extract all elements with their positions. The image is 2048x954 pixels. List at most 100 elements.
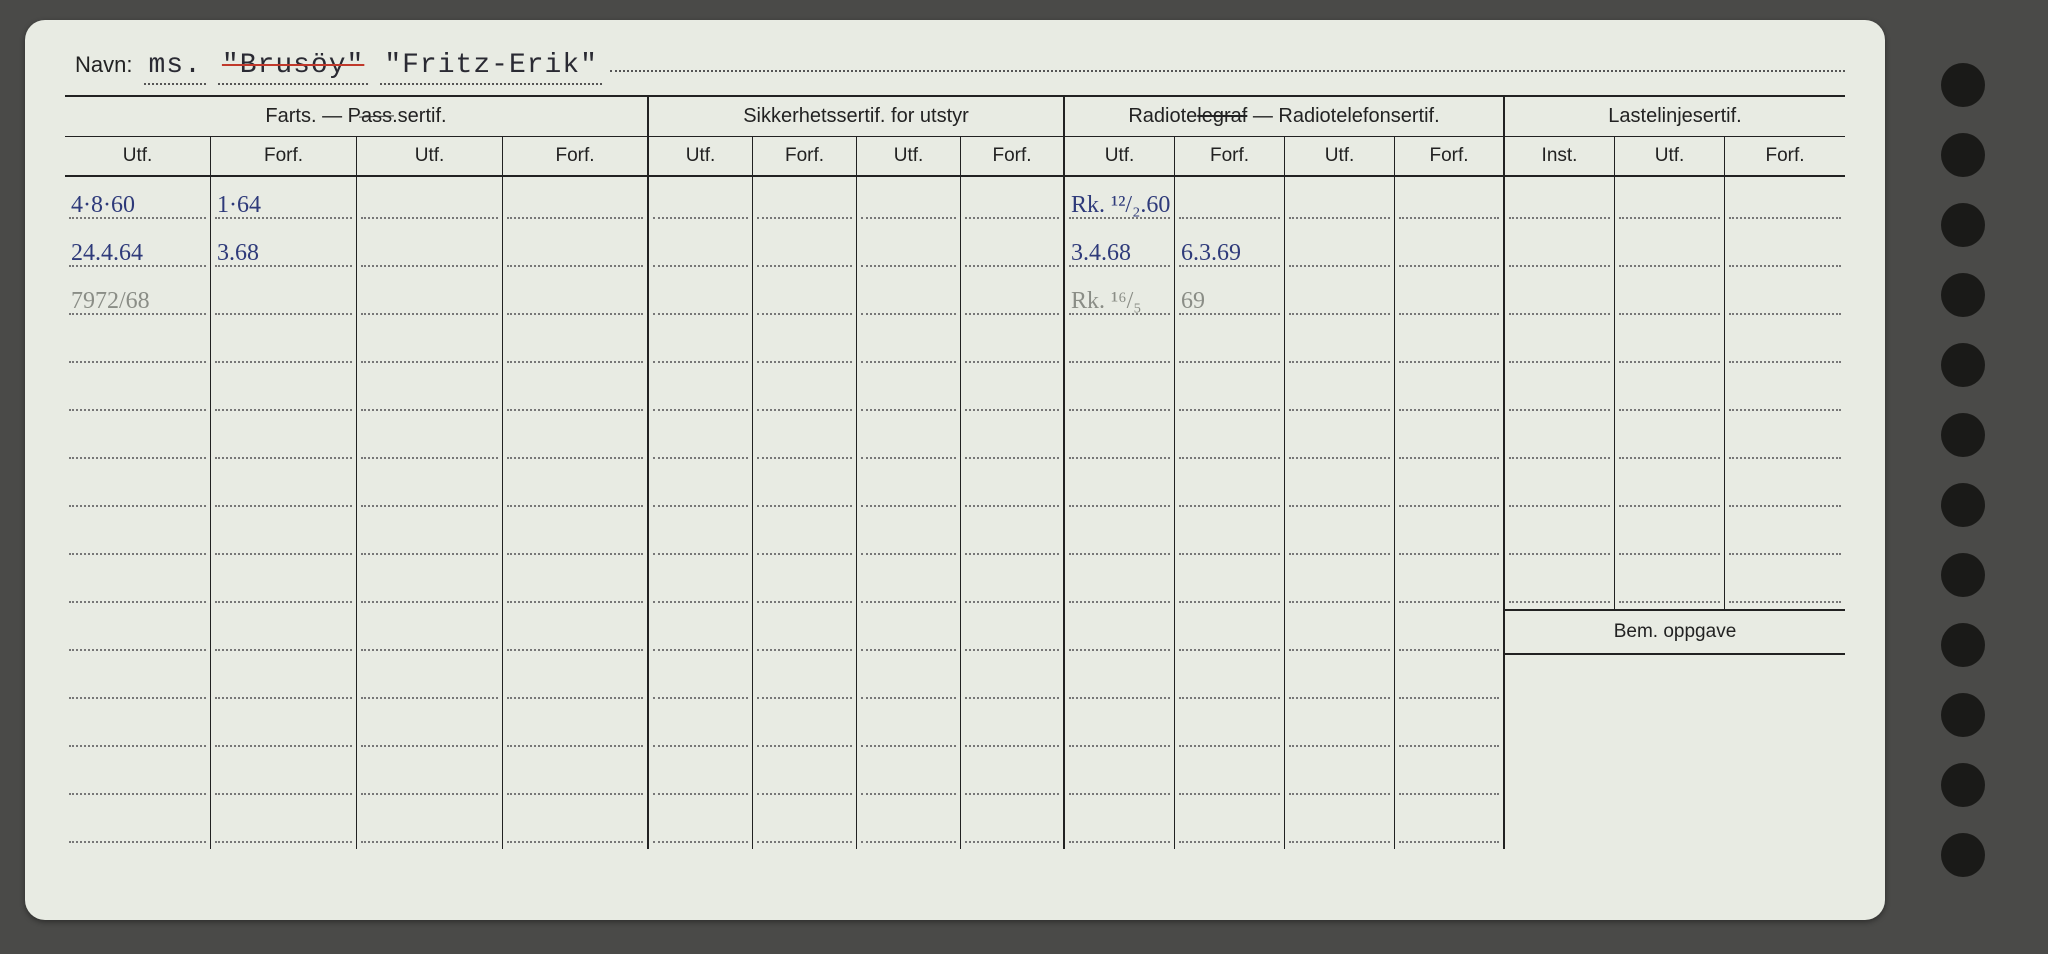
cell <box>961 465 1065 513</box>
cell <box>211 369 357 417</box>
cell <box>1285 705 1395 753</box>
cell <box>211 417 357 465</box>
handwritten-entry: Rk. ¹⁶/₅ <box>1071 288 1142 315</box>
cell <box>1725 705 1845 753</box>
cell <box>1725 369 1845 417</box>
cell <box>1725 561 1845 609</box>
punch-hole <box>1941 833 1985 877</box>
cell <box>1175 513 1285 561</box>
cell <box>357 705 503 753</box>
cell <box>211 801 357 849</box>
cell: 6.3.69 <box>1175 225 1285 273</box>
cell <box>1065 513 1175 561</box>
cell <box>1395 321 1505 369</box>
cell <box>1615 273 1725 321</box>
cell <box>357 561 503 609</box>
cell <box>857 657 961 705</box>
cell <box>753 465 857 513</box>
name-underline <box>610 54 1845 72</box>
sub-13: Utf. <box>1615 137 1725 175</box>
cell: 24.4.64 <box>65 225 211 273</box>
cell <box>961 321 1065 369</box>
cell <box>753 273 857 321</box>
handwritten-entry: 3.68 <box>217 240 259 267</box>
cell <box>503 561 649 609</box>
cell <box>357 753 503 801</box>
sub-11: Forf. <box>1395 137 1505 175</box>
cell <box>1725 177 1845 225</box>
cell <box>649 801 753 849</box>
cell <box>753 657 857 705</box>
cell <box>857 177 961 225</box>
cell <box>1395 609 1505 657</box>
cell <box>857 801 961 849</box>
cell <box>1285 609 1395 657</box>
table-row <box>65 465 1845 513</box>
cell <box>1285 465 1395 513</box>
cell <box>1725 273 1845 321</box>
sub-3: Forf. <box>503 137 649 175</box>
table-row <box>65 801 1845 849</box>
cell <box>1615 801 1725 849</box>
cell <box>1505 753 1615 801</box>
cell <box>357 657 503 705</box>
cell <box>1615 753 1725 801</box>
cell <box>1285 273 1395 321</box>
sub-12: Inst. <box>1505 137 1615 175</box>
cell <box>857 609 961 657</box>
cell <box>857 321 961 369</box>
cell <box>1725 417 1845 465</box>
sub-2: Utf. <box>357 137 503 175</box>
cell <box>211 321 357 369</box>
cell <box>1505 417 1615 465</box>
sub-8: Utf. <box>1065 137 1175 175</box>
cell <box>1615 417 1725 465</box>
cell <box>503 417 649 465</box>
cell <box>857 417 961 465</box>
sub-1: Forf. <box>211 137 357 175</box>
cell <box>1395 273 1505 321</box>
cell <box>857 561 961 609</box>
handwritten-entry: 6.3.69 <box>1181 240 1241 267</box>
cell <box>961 513 1065 561</box>
cell <box>1175 177 1285 225</box>
table-row <box>65 369 1845 417</box>
group-farts: Farts. — Pass.sertif. <box>65 97 649 136</box>
cell <box>65 657 211 705</box>
cell <box>649 417 753 465</box>
cell <box>65 609 211 657</box>
cell <box>1285 657 1395 705</box>
table-row <box>65 513 1845 561</box>
cell: 69 <box>1175 273 1285 321</box>
sub-14: Forf. <box>1725 137 1845 175</box>
cell <box>961 801 1065 849</box>
cell <box>649 369 753 417</box>
cell <box>1065 609 1175 657</box>
cell <box>1395 417 1505 465</box>
punch-hole <box>1941 623 1985 667</box>
cell <box>1285 225 1395 273</box>
cell <box>1395 753 1505 801</box>
punch-hole <box>1941 63 1985 107</box>
sub-0: Utf. <box>65 137 211 175</box>
index-card: Navn: ms. "Brusöy" "Fritz-Erik" Farts. —… <box>25 20 1885 920</box>
cell <box>961 369 1065 417</box>
sub-5: Forf. <box>753 137 857 175</box>
cell <box>1505 321 1615 369</box>
bem-oppgave-box: Bem. oppgave <box>1505 609 1845 655</box>
cell <box>65 465 211 513</box>
cell <box>1175 609 1285 657</box>
cell <box>1615 321 1725 369</box>
cell <box>1395 177 1505 225</box>
cell <box>1615 465 1725 513</box>
cell <box>503 273 649 321</box>
cell <box>1175 417 1285 465</box>
cell <box>857 273 961 321</box>
cell <box>857 705 961 753</box>
handwritten-entry: 4·8·60 <box>71 192 135 219</box>
cell <box>357 417 503 465</box>
table-row: 7972/68Rk. ¹⁶/₅69 <box>65 273 1845 321</box>
typed-name: "Fritz-Erik" <box>380 50 602 85</box>
sub-7: Forf. <box>961 137 1065 175</box>
cell <box>65 705 211 753</box>
